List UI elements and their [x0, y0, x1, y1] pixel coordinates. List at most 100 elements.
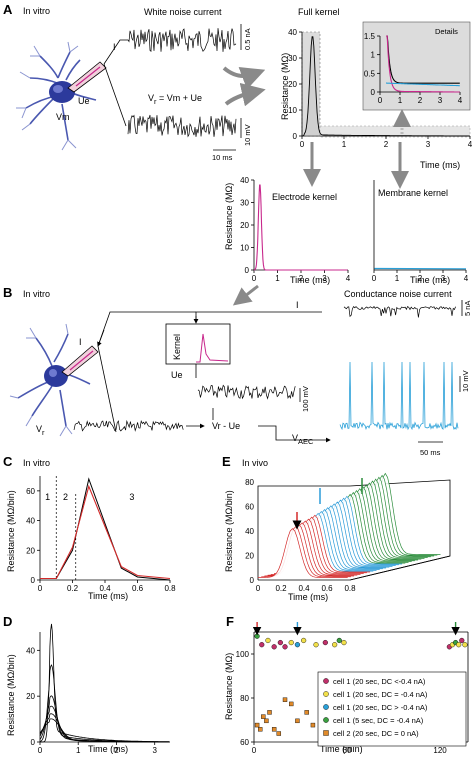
a-mem-xtick-label: 2 [418, 274, 423, 283]
a-full-ytick-label: 20 [288, 80, 297, 89]
panel-c-in-vitro: In vitro [23, 458, 50, 468]
neuron-b-drawing [9, 323, 91, 437]
vr-noise-trace [127, 114, 237, 138]
neuron-a-drawing [16, 41, 97, 151]
membrane-kernel-plot: 0 1 2 3 4 [372, 180, 469, 283]
wire-b-voltage [97, 345, 117, 433]
e-ytick-label: 0 [250, 576, 255, 585]
d-ytick-label: 0 [31, 738, 36, 747]
a-mem-xtick-label: 1 [395, 274, 400, 283]
arrow-vr-to-kernel [224, 82, 266, 107]
a-inset-xtick-label: 2 [418, 96, 423, 105]
f-point-cell1 [294, 642, 301, 648]
f-point-cell2 [282, 697, 288, 702]
white-noise-title: White noise current [144, 7, 222, 17]
scale-na-label: 0.5 nA [243, 28, 252, 50]
d-kernel-curve [39, 705, 170, 743]
a-inset-ytick-label: 1.5 [364, 32, 376, 41]
panel-f-legend-box [317, 671, 467, 747]
f-point-cell2 [295, 718, 300, 724]
c-ytick-label: 40 [26, 517, 35, 526]
eq-vr: V [148, 93, 154, 103]
membrane-xlabel: Time (ms) [410, 275, 450, 285]
kernel-label: Kernel [172, 334, 182, 360]
electrode-xlabel: Time (ms) [290, 275, 330, 285]
a-elec-xtick-label: 1 [275, 274, 280, 283]
kernel-b-curve [196, 333, 229, 363]
label-b-vr-main: V [36, 424, 42, 434]
a-elec-ytick-label: 0 [245, 266, 250, 275]
panel-f-letter: F [226, 614, 234, 629]
label-vm: Vm [56, 112, 70, 122]
full-kernel-xlabel: Time (ms) [420, 160, 460, 170]
d-xtick-label: 0 [38, 746, 43, 755]
f-ytick-label: 60 [240, 738, 249, 747]
panel-a-letter: A [3, 2, 13, 17]
f-point-cell2 [289, 701, 294, 707]
scale-100mv-label: 100 mV [301, 386, 310, 412]
a-elec-ytick-label: 30 [240, 199, 249, 208]
f-point-cell2 [258, 727, 263, 732]
full-kernel-curve [301, 36, 470, 137]
label-b-vr-sub: r [42, 428, 45, 437]
full-kernel-ylabel: Resistance (MΩ) [280, 53, 290, 120]
e-depth-axis [349, 555, 451, 581]
c-region-1: 1 [45, 492, 50, 502]
a-elec-ytick-label: 20 [240, 221, 249, 230]
f-point-cell1 [313, 642, 319, 648]
c-ytick-label: 60 [26, 487, 35, 496]
pipette-a [67, 61, 107, 93]
f-point-cell1 [254, 633, 260, 639]
panel-a-in-vitro: In vitro [23, 6, 50, 16]
f-point-cell1 [341, 639, 347, 646]
e-ytick-label: 40 [245, 527, 254, 536]
label-b-i: I [79, 337, 82, 347]
label-i: I [113, 42, 116, 52]
f-point-cell2 [264, 718, 269, 724]
c-xtick-label: 0.6 [132, 584, 144, 593]
eq-rest: = Vm + Ue [157, 93, 203, 103]
panel-e: E In vivo 0 0.2 0.4 0.6 0.8 0 20 40 60 80 Resista… [222, 454, 451, 602]
d-xtick-label: 3 [152, 746, 157, 755]
e-xtick-label: 0 [256, 584, 261, 593]
full-kernel-title: Full kernel [298, 7, 340, 17]
a-inset-xtick-label: 0 [378, 96, 383, 105]
a-inset-ytick-label: 0.5 [364, 69, 376, 78]
f-point-cell1 [456, 642, 462, 648]
a-elec-xtick-label: 3 [322, 274, 327, 283]
f-point-cell1 [277, 639, 283, 646]
f-xtick-label: 120 [433, 746, 447, 755]
label-ue: Ue [78, 96, 90, 106]
e-ytick-label: 20 [245, 552, 254, 561]
d-xtick-label: 2 [114, 746, 119, 755]
f-legend-marker [323, 678, 329, 684]
f-point-cell2 [310, 722, 316, 728]
f-point-cell2 [254, 722, 260, 728]
panel-f-ylabel: Resistance (MΩ) [224, 653, 234, 720]
pipette-b [61, 345, 99, 377]
electrode-kernel-label: Electrode kernel [272, 192, 337, 202]
vr-minus-ue-label: Vr - Ue [212, 421, 240, 431]
e-series-curve [257, 528, 348, 578]
a-inset-xtick-label: 3 [438, 96, 443, 105]
details-inset-bg [362, 21, 471, 111]
e-xtick-label: 0.2 [275, 584, 287, 593]
a-elec-xtick-label: 2 [299, 274, 304, 283]
scale-50ms-label: 50 ms [420, 448, 441, 457]
f-legend-label: cell 1 (5 sec, DC = -0.4 nA) [333, 716, 424, 725]
e-frame-back [257, 485, 350, 580]
a-mem-xtick-label: 4 [464, 274, 469, 283]
f-point-cell1 [336, 637, 342, 644]
white-noise-trace [127, 28, 237, 53]
f-point-cell1 [282, 644, 288, 650]
f-xtick-label: 60 [343, 746, 352, 755]
a-full-xtick-label: 0 [300, 140, 305, 149]
panel-e-xlabel: Time (ms) [288, 592, 328, 602]
f-point-cell2 [271, 727, 277, 732]
c-xtick-label: 0 [38, 584, 43, 593]
a-inset-ytick-label: 1 [371, 51, 376, 60]
a-full-xtick-label: 4 [468, 140, 473, 149]
panel-d: D 0 1 2 3 0 20 40 Resistance (MΩ/bin) Time (ms… [3, 614, 170, 755]
a-mem-xtick-label: 0 [372, 274, 377, 283]
